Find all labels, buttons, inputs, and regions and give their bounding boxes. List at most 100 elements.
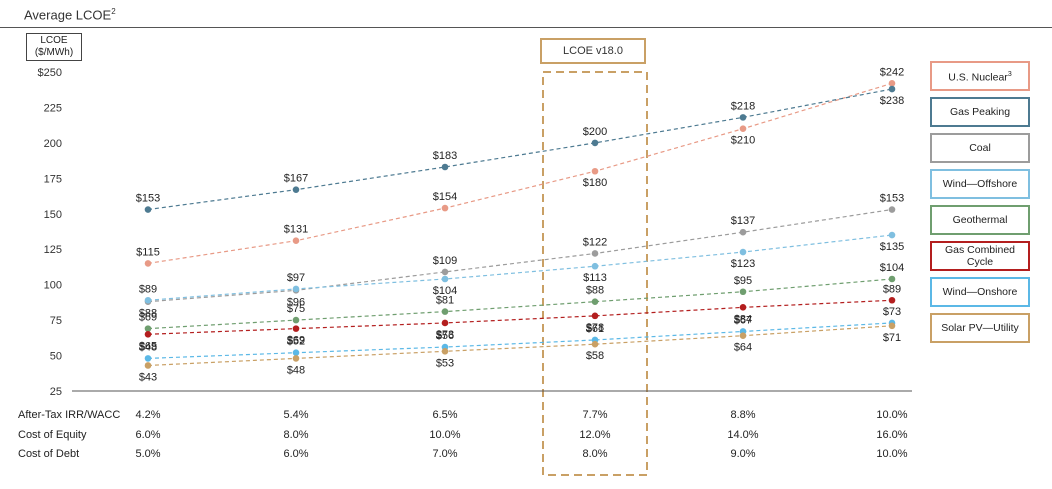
data-point: [441, 204, 449, 212]
data-point: [292, 285, 300, 293]
data-point: [739, 114, 747, 121]
data-point: [591, 139, 599, 147]
series-line: [147, 278, 893, 330]
data-point: [888, 231, 896, 239]
data-label: $69: [287, 335, 305, 347]
table-cell: 8.8%: [730, 409, 755, 421]
data-label: $64: [734, 342, 752, 354]
table-cell: 10.0%: [876, 448, 907, 460]
data-label: $153: [880, 193, 904, 205]
table-cell: 8.0%: [283, 429, 308, 441]
table-cell: 14.0%: [727, 429, 758, 441]
header-rule: [0, 27, 1052, 28]
data-label: $53: [436, 357, 454, 369]
data-point: [292, 316, 300, 324]
data-label: $167: [284, 173, 308, 185]
y-tick-label: 200: [44, 138, 62, 150]
data-point: [441, 275, 449, 283]
y-tick-label: $250: [38, 67, 62, 79]
data-label: $48: [287, 364, 305, 376]
data-label: $183: [433, 150, 457, 162]
data-point: [292, 237, 300, 245]
table-cell: 16.0%: [876, 429, 907, 441]
legend-label: Wind—Onshore: [942, 286, 1018, 298]
data-label: $56: [436, 330, 454, 342]
data-label: $58: [586, 350, 604, 362]
data-point: [739, 288, 747, 296]
data-point: [739, 332, 747, 340]
y-axis-label-line-2: ($/MWh): [34, 47, 74, 58]
data-point: [441, 163, 449, 171]
data-label: $95: [734, 275, 752, 287]
legend-label: Coal: [969, 142, 991, 154]
series-line: [147, 325, 893, 367]
table-cell: 5.0%: [135, 448, 160, 460]
data-label: $210: [731, 135, 755, 147]
data-label: $123: [731, 258, 755, 270]
data-label: $242: [880, 66, 904, 78]
data-point: [441, 319, 449, 327]
data-point: [292, 355, 300, 362]
data-label: $61: [586, 323, 604, 335]
data-label: $65: [139, 340, 157, 352]
data-point: [292, 325, 300, 332]
data-label: $113: [583, 272, 607, 284]
data-point: [591, 340, 599, 348]
data-point: [888, 85, 896, 93]
data-label: $73: [883, 306, 901, 318]
series-line: [147, 234, 893, 301]
table-cell: 12.0%: [579, 429, 610, 441]
table-cell: 7.7%: [582, 409, 607, 421]
data-label: $84: [734, 313, 752, 325]
highlight-label: LCOE v18.0: [540, 38, 646, 64]
data-label: $89: [883, 283, 901, 295]
table-row-label: Cost of Debt: [18, 448, 79, 460]
data-point: [591, 250, 599, 257]
data-point: [144, 355, 152, 362]
data-point: [144, 296, 152, 304]
legend-label: Solar PV—Utility: [941, 322, 1019, 334]
legend-label: Gas Peaking: [949, 106, 1011, 118]
table-cell: 9.0%: [730, 448, 755, 460]
data-point: [144, 260, 152, 267]
data-point: [292, 349, 300, 357]
y-tick-label: 125: [44, 244, 62, 256]
data-point: [144, 362, 152, 369]
legend-label: Wind—Offshore: [942, 178, 1018, 190]
table-cell: 5.4%: [283, 409, 308, 421]
data-label: $88: [139, 308, 157, 320]
y-tick-label: 225: [44, 102, 62, 114]
data-label: $109: [433, 255, 457, 267]
series-line: [147, 208, 893, 303]
legend-item-geothermal: Geothermal: [930, 205, 1030, 235]
data-point: [591, 167, 599, 175]
data-label: $97: [287, 272, 305, 284]
data-label: $73: [436, 329, 454, 341]
legend-item-gas-combined-cycle: Gas Combined Cycle: [930, 241, 1030, 271]
legend-item-solar-pv-utility: Solar PV—Utility: [930, 313, 1030, 343]
y-tick-label: 175: [44, 173, 62, 185]
y-tick-label: 25: [50, 386, 62, 398]
data-point: [441, 308, 449, 315]
data-point: [591, 312, 599, 320]
data-label: $81: [436, 295, 454, 307]
series-line: [147, 88, 893, 211]
data-point: [144, 330, 152, 338]
data-label: $154: [433, 191, 457, 203]
data-label: $135: [880, 241, 904, 253]
data-point: [888, 296, 896, 304]
legend-item-us-nuclear: U.S. Nuclear3: [930, 61, 1030, 91]
table-cell: 7.0%: [432, 448, 457, 460]
data-point: [739, 125, 747, 133]
table-cell: 6.0%: [283, 448, 308, 460]
data-point: [591, 298, 599, 305]
legend-label: Gas Combined Cycle: [944, 244, 1016, 268]
legend-item-wind-onshore: Wind—Onshore: [930, 277, 1030, 307]
page-title: Average LCOE2: [24, 7, 116, 23]
data-label: $67: [734, 314, 752, 326]
y-axis-label-line-1: LCOE: [40, 35, 68, 46]
table-cell: 10.0%: [429, 429, 460, 441]
legend-label: Geothermal: [952, 214, 1008, 226]
table-cell: 4.2%: [135, 409, 160, 421]
